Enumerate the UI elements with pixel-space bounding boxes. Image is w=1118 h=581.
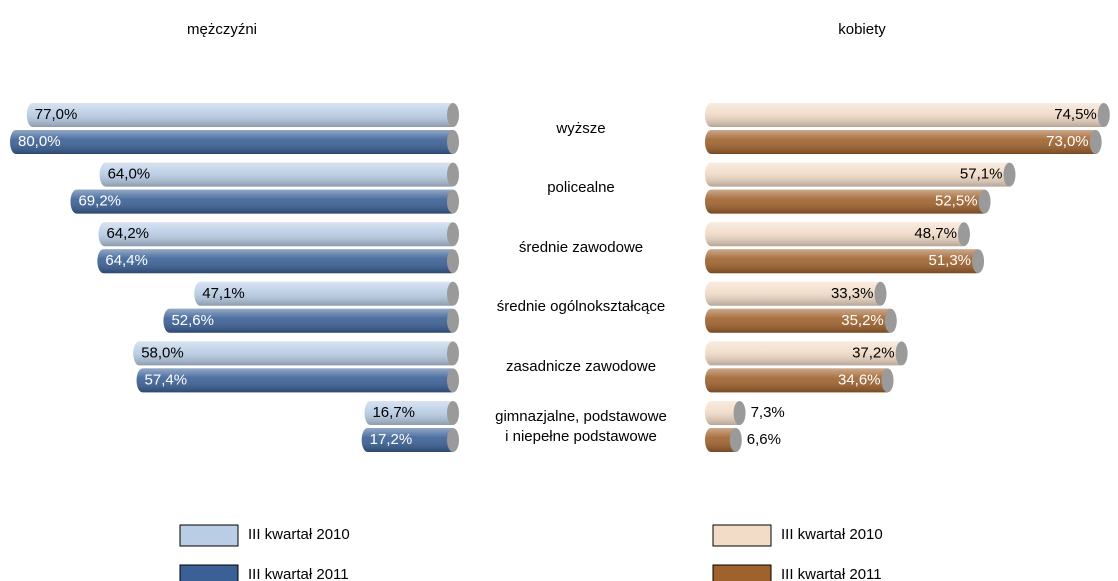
- bar-cap: [895, 341, 908, 366]
- bar-shade: [10, 130, 458, 154]
- bar-shade: [705, 222, 969, 247]
- value-label: 64,4%: [105, 252, 148, 269]
- bar-cap: [447, 103, 459, 127]
- bar-cap: [447, 308, 459, 333]
- bar-shade: [133, 341, 458, 366]
- bar-shade: [136, 368, 458, 393]
- bar-cap: [978, 189, 991, 214]
- bar-cap: [447, 428, 459, 452]
- bar-cap: [884, 308, 897, 333]
- bar-cap: [447, 130, 459, 154]
- bar-cap: [957, 222, 970, 247]
- value-label: 6,6%: [747, 431, 781, 448]
- value-label: 69,2%: [78, 193, 121, 210]
- bar-shade: [70, 189, 458, 214]
- bar-cap: [447, 281, 459, 306]
- legend-swatch: [179, 524, 239, 547]
- panel-title: kobiety: [838, 21, 886, 38]
- bar-shade: [705, 103, 1109, 127]
- bar-cap: [447, 222, 459, 247]
- bar-shade: [26, 103, 459, 127]
- legend-label: III kwartał 2011: [781, 566, 882, 581]
- value-label: 73,0%: [1046, 133, 1089, 150]
- bar-cap: [733, 401, 746, 425]
- legend-swatch: [179, 564, 239, 581]
- bar-shade: [705, 162, 1015, 187]
- panel-title: mężczyźni: [187, 21, 257, 38]
- value-label: 7,3%: [751, 404, 785, 421]
- value-label: 57,4%: [145, 371, 188, 388]
- bar-cap: [447, 401, 459, 425]
- value-label: 80,0%: [18, 133, 61, 150]
- value-label: 52,5%: [935, 193, 978, 210]
- bar-shade: [705, 130, 1101, 154]
- bar-cap: [972, 249, 985, 274]
- legend-label: III kwartał 2010: [781, 526, 883, 543]
- bar-cap: [447, 189, 459, 214]
- bar-cap: [729, 428, 742, 452]
- category-label: wyższe: [556, 119, 606, 137]
- legend-swatch: [712, 524, 772, 547]
- bar-cap: [447, 249, 459, 274]
- category-label: policealne: [547, 179, 615, 197]
- value-label: 58,0%: [141, 344, 184, 361]
- legend-swatch: [712, 564, 772, 581]
- category-label: zasadnicze zawodowe: [505, 357, 657, 375]
- bar-shade: [705, 281, 886, 306]
- bar-shade: [705, 368, 893, 393]
- category-label: średnie zawodowe: [518, 238, 644, 256]
- value-label: 37,2%: [852, 344, 895, 361]
- bar-shade: [705, 308, 896, 333]
- bar-shade: [705, 341, 907, 366]
- value-label: 64,0%: [108, 166, 151, 183]
- legend-label: III kwartał 2011: [248, 566, 349, 581]
- category-label: gimnazjalne, podstawowe i niepełne podst…: [495, 407, 667, 445]
- bar-cap: [881, 368, 894, 393]
- value-label: 51,3%: [928, 252, 971, 269]
- bar-shade: [163, 308, 458, 333]
- value-label: 77,0%: [35, 106, 78, 123]
- value-label: 47,1%: [202, 285, 245, 302]
- bar-cap: [1097, 103, 1110, 127]
- value-label: 17,2%: [370, 431, 413, 448]
- value-label: 33,3%: [831, 285, 874, 302]
- bar-cap: [447, 162, 459, 187]
- value-label: 74,5%: [1054, 106, 1097, 123]
- value-label: 64,2%: [106, 225, 149, 242]
- category-label: średnie ogólnokształcące: [496, 298, 666, 316]
- value-label: 48,7%: [914, 225, 957, 242]
- bar-cap: [1003, 162, 1016, 187]
- bar-shade: [705, 189, 990, 214]
- bar-shade: [97, 249, 459, 274]
- value-label: 16,7%: [372, 404, 415, 421]
- bar-cap: [447, 341, 459, 366]
- bar-shade: [361, 428, 458, 452]
- bar-shade: [194, 281, 459, 306]
- bar-shade: [364, 401, 458, 425]
- value-label: 34,6%: [838, 371, 881, 388]
- value-label: 57,1%: [960, 166, 1003, 183]
- bar-shade: [705, 249, 984, 274]
- bar-cap: [447, 368, 459, 393]
- bar-shade: [99, 162, 458, 187]
- bar-shade: [98, 222, 458, 247]
- value-label: 35,2%: [841, 312, 884, 329]
- bar-cap: [874, 281, 887, 306]
- value-label: 52,6%: [171, 312, 214, 329]
- bar-cap: [1089, 130, 1102, 154]
- legend-label: III kwartał 2010: [248, 526, 350, 543]
